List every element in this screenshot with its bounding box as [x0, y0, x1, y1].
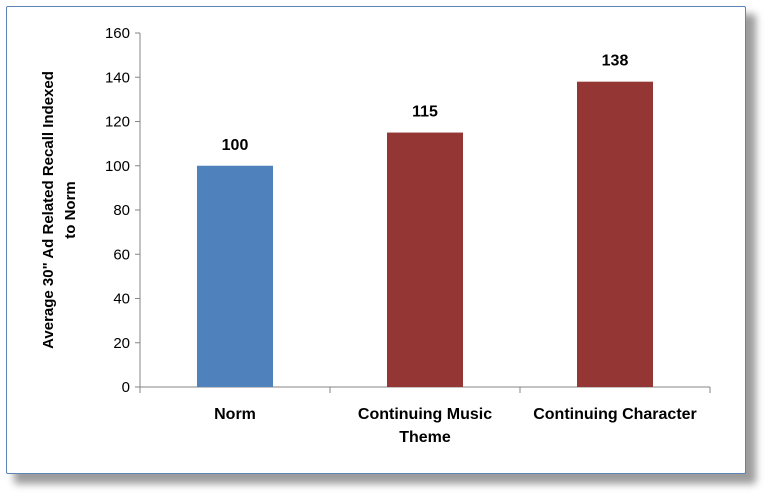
data-label: 138 [602, 53, 629, 70]
y-tick-label: 40 [113, 291, 130, 308]
x-category-label: Theme [399, 429, 451, 446]
y-tick-label: 60 [113, 246, 130, 263]
y-tick-label: 100 [105, 158, 130, 175]
y-tick-label: 20 [113, 335, 130, 352]
y-axis-title-line: to Norm [62, 181, 79, 239]
y-tick-label: 80 [113, 202, 130, 219]
data-label: 115 [412, 104, 438, 121]
x-category-label: Norm [214, 406, 256, 423]
bar [197, 165, 273, 387]
x-axis [139, 386, 711, 393]
y-tick-label: 120 [105, 114, 130, 131]
y-tick-label: 140 [105, 69, 130, 86]
bar [577, 81, 653, 388]
y-axis-title: Average 30" Ad Related Recall Indexed to … [40, 71, 79, 349]
y-axis: 0 20 40 60 80 100 120 140 160 [105, 25, 141, 396]
x-category-label: Continuing Character [533, 406, 697, 423]
bars [197, 81, 653, 388]
data-label: 100 [222, 137, 249, 154]
y-axis-title-line: Average 30" Ad Related Recall Indexed [40, 71, 57, 349]
bar [387, 132, 463, 387]
data-labels: 100 115 138 [222, 53, 629, 154]
category-labels: Norm Continuing Music Theme Continuing Char… [214, 406, 697, 446]
y-tick-label: 0 [122, 379, 130, 396]
x-category-label: Continuing Music [358, 406, 492, 423]
y-tick-label: 160 [105, 25, 130, 42]
